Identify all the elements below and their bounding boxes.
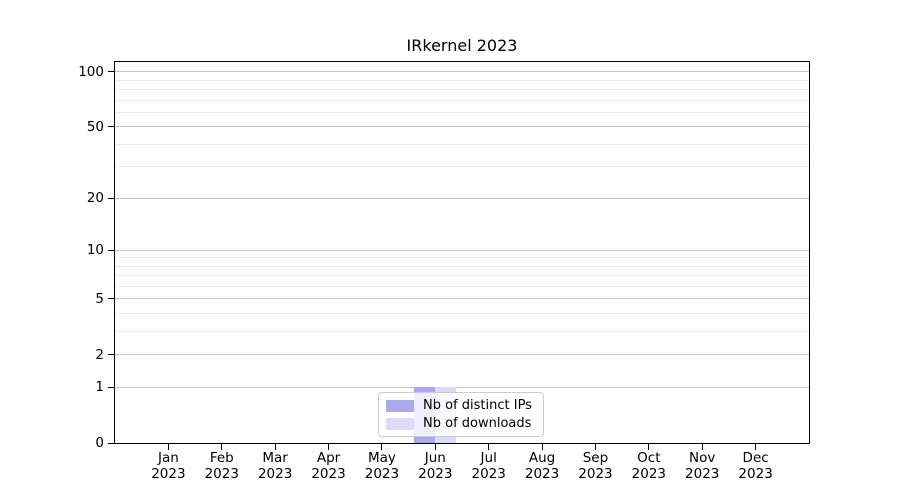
x-axis-tick (221, 444, 223, 450)
x-tick-label-year: 2023 (204, 465, 239, 482)
x-tick-label: Jun 2023 (405, 450, 465, 482)
y-tick-label: 2 (95, 346, 104, 363)
y-gridline-minor (115, 99, 809, 101)
legend-label: Nb of downloads (423, 416, 532, 431)
x-axis-tick (701, 444, 703, 450)
plot-area (114, 61, 810, 444)
x-tick-label-year: 2023 (738, 465, 773, 482)
x-tick-label-year: 2023 (471, 465, 506, 482)
x-tick-label-month: Nov (689, 450, 716, 466)
x-tick-label-year: 2023 (578, 465, 613, 482)
x-tick-label-year: 2023 (685, 465, 720, 482)
y-gridline-minor (115, 257, 809, 259)
x-tick-label-month: Aug (528, 450, 556, 466)
y-axis-tick (108, 126, 114, 128)
y-gridline-minor (115, 111, 809, 113)
legend-row: Nb of distinct IPs (386, 398, 536, 413)
y-gridline-minor (115, 285, 809, 287)
y-gridline-major (115, 71, 809, 73)
y-tick-label: 100 (78, 63, 104, 80)
x-tick-label: Nov 2023 (672, 450, 732, 482)
x-tick-label-month: Sep (582, 450, 609, 466)
x-tick-label: Dec 2023 (726, 450, 786, 482)
y-tick-label: 20 (86, 190, 104, 207)
legend: Nb of distinct IPs Nb of downloads (378, 392, 544, 437)
x-axis-tick (488, 444, 490, 450)
x-tick-label-year: 2023 (418, 465, 453, 482)
y-gridline-major (115, 354, 809, 356)
y-axis-tick (108, 386, 114, 388)
y-tick-label: 0 (95, 435, 104, 451)
legend-swatch-downloads (386, 417, 414, 430)
y-gridline-minor (115, 330, 809, 332)
x-tick-label-year: 2023 (311, 465, 346, 482)
y-axis-tick (108, 197, 114, 199)
y-tick-label: 5 (95, 290, 104, 307)
x-axis-tick (541, 444, 543, 450)
x-tick-label: Sep 2023 (565, 450, 625, 482)
x-axis-tick (648, 444, 650, 450)
x-tick-label: Mar 2023 (245, 450, 305, 482)
y-gridline-major (115, 197, 809, 199)
x-axis-tick (594, 444, 596, 450)
y-gridline-minor (115, 88, 809, 90)
y-tick-label: 1 (95, 379, 104, 396)
x-tick-label: Apr 2023 (299, 450, 359, 482)
x-tick-label-month: Jan (157, 450, 179, 466)
y-axis-tick (108, 354, 114, 356)
y-gridline-minor (115, 265, 809, 267)
x-tick-label-year: 2023 (524, 465, 560, 482)
legend-row: Nb of downloads (386, 416, 536, 431)
x-tick-label: Jul 2023 (459, 450, 519, 482)
x-axis-tick (434, 444, 436, 450)
y-axis-tick (108, 442, 114, 444)
y-gridline-major (115, 126, 809, 128)
y-axis-tick (108, 298, 114, 300)
x-tick-label: Feb 2023 (192, 450, 252, 482)
x-tick-label-month: Feb (209, 450, 234, 466)
x-axis-tick (328, 444, 330, 450)
x-tick-label-month: Apr (316, 450, 341, 466)
x-tick-label-month: Jun (424, 450, 446, 466)
x-tick-label-month: Mar (262, 450, 288, 466)
y-gridline-minor (115, 275, 809, 277)
x-tick-label: May 2023 (352, 450, 412, 482)
x-tick-label-month: Jul (480, 450, 497, 466)
x-tick-label: Jan 2023 (138, 450, 198, 482)
x-tick-label-month: Oct (637, 450, 661, 466)
x-axis-tick (755, 444, 757, 450)
x-tick-label: Aug 2023 (512, 450, 572, 482)
y-gridline-minor (115, 166, 809, 168)
x-axis-tick (274, 444, 276, 450)
x-tick-label-month: Dec (742, 450, 769, 466)
x-tick-label-year: 2023 (364, 465, 400, 482)
x-tick-label: Oct 2023 (619, 450, 679, 482)
y-tick-label: 10 (86, 242, 104, 259)
x-tick-label-year: 2023 (257, 465, 293, 482)
y-axis-tick (108, 249, 114, 251)
y-gridline-major (115, 249, 809, 251)
y-tick-label: 50 (86, 118, 104, 135)
legend-label: Nb of distinct IPs (423, 398, 532, 413)
x-tick-label-year: 2023 (151, 465, 186, 482)
y-gridline-major (115, 298, 809, 300)
y-gridline-major (115, 386, 809, 388)
chart-title: IRkernel 2023 (406, 36, 518, 55)
y-gridline-minor (115, 79, 809, 81)
x-tick-label-year: 2023 (631, 465, 667, 482)
y-gridline-minor (115, 143, 809, 145)
x-axis-tick (167, 444, 169, 450)
x-axis-tick (381, 444, 383, 450)
legend-swatch-distinct-ips (386, 399, 414, 412)
x-tick-label-month: May (367, 450, 396, 466)
y-axis-tick (108, 71, 114, 73)
y-gridline-minor (115, 313, 809, 315)
